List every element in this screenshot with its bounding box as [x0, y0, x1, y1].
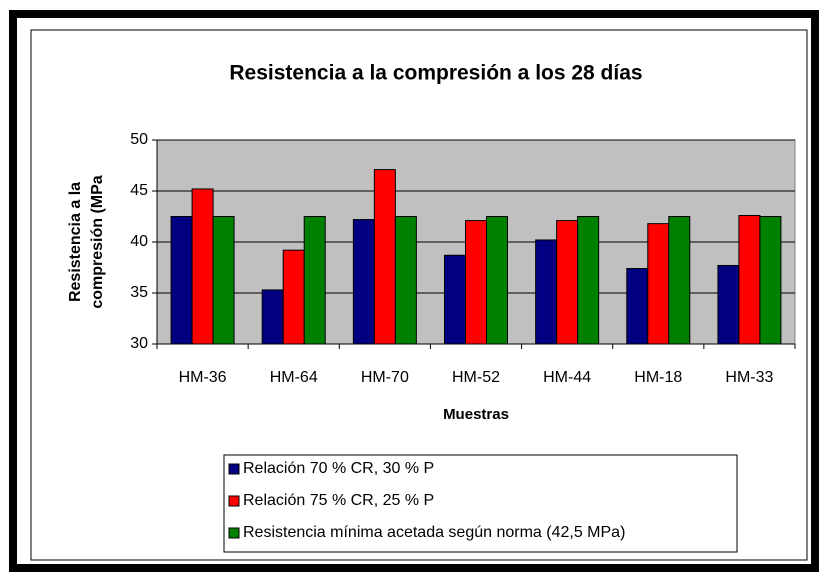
y-tick-label: 35 [130, 284, 148, 301]
x-tick-label: HM-44 [543, 369, 591, 386]
bar [465, 220, 487, 345]
bar [535, 239, 558, 345]
y-axis-label: Resistencia a la [67, 182, 84, 302]
legend-swatch [228, 495, 240, 507]
y-tick-label: 40 [130, 233, 148, 250]
x-tick-label: HM-36 [179, 369, 227, 386]
x-tick-label: HM-70 [361, 369, 409, 386]
bar [191, 188, 214, 345]
bar [212, 216, 235, 345]
bar [261, 289, 284, 345]
legend-swatch [228, 463, 240, 475]
bar [373, 169, 396, 345]
bar [352, 219, 375, 345]
legend-label: Resistencia mínima acetada según norma (… [243, 524, 625, 541]
bar [738, 214, 761, 345]
x-tick-label: HM-64 [270, 369, 318, 386]
y-tick-label: 50 [130, 131, 148, 148]
bar [303, 216, 326, 345]
bar [759, 216, 782, 345]
legend-swatch [228, 527, 240, 539]
chart-title: Resistencia a la compresión a los 28 día… [229, 62, 642, 85]
bar [444, 254, 466, 345]
bar [394, 216, 417, 345]
x-axis-label: Muestras [443, 406, 509, 423]
bar [486, 216, 508, 345]
legend-label: Relación 70 % CR, 30 % P [243, 460, 434, 477]
legend-label: Relación 75 % CR, 25 % P [243, 492, 434, 509]
bar [577, 216, 600, 345]
bar [282, 249, 305, 345]
bar [170, 216, 193, 345]
chart-border [30, 29, 808, 561]
x-tick-label: HM-18 [634, 369, 682, 386]
bar [626, 268, 649, 345]
legend-box [223, 454, 738, 553]
bar [668, 216, 691, 345]
x-tick-label: HM-33 [725, 369, 773, 386]
y-tick-label: 45 [130, 182, 148, 199]
y-axis-label: compresión (MPa [89, 175, 106, 308]
y-tick-label: 30 [130, 335, 148, 352]
x-tick-label: HM-52 [452, 369, 500, 386]
bar [717, 264, 740, 345]
bar [647, 223, 670, 345]
bar [556, 220, 579, 345]
outer-frame [9, 10, 819, 572]
